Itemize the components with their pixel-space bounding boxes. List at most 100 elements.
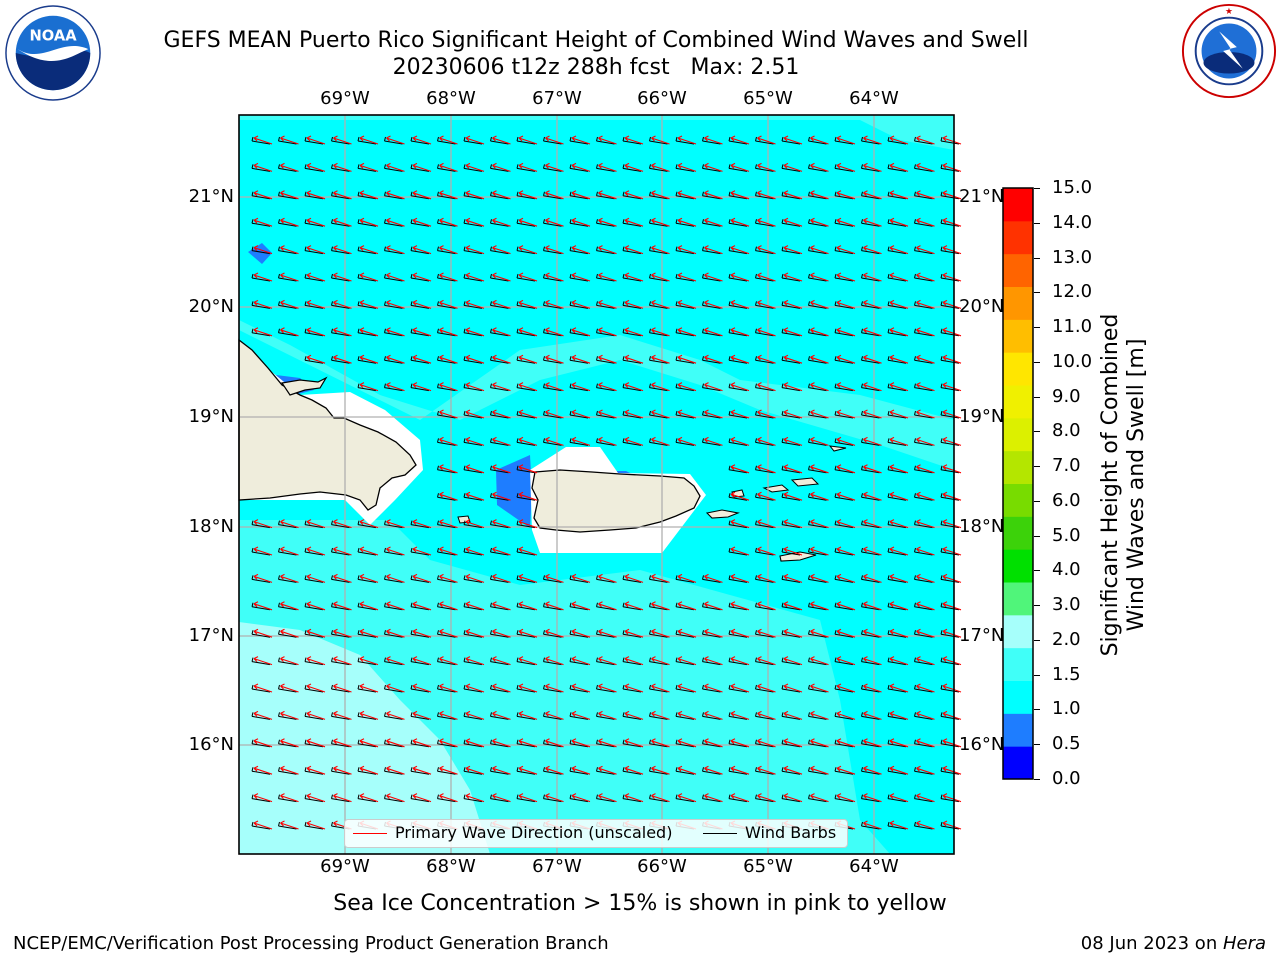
wind-barb bbox=[702, 767, 721, 775]
wave-direction-arrow bbox=[730, 628, 750, 638]
wind-barb bbox=[357, 191, 377, 200]
wave-direction-arrow bbox=[492, 464, 511, 474]
wind-barb bbox=[914, 328, 933, 337]
wave-direction-arrow bbox=[492, 573, 511, 583]
colorbar-tick-mark bbox=[1034, 292, 1040, 294]
wave-direction-arrow bbox=[889, 245, 909, 255]
wave-direction-arrow bbox=[571, 217, 591, 227]
wind-barb bbox=[278, 739, 297, 748]
wave-direction-arrow bbox=[942, 409, 962, 419]
noaa-logo-text: NOAA bbox=[29, 27, 77, 44]
wind-barb bbox=[861, 520, 880, 529]
wave-direction-arrow bbox=[333, 573, 352, 583]
wind-barb bbox=[940, 465, 960, 474]
wind-barb bbox=[437, 630, 456, 638]
wave-direction-arrow bbox=[863, 738, 882, 748]
wave-direction-arrow bbox=[704, 628, 723, 638]
wind-barb bbox=[278, 191, 297, 200]
wave-direction-arrow bbox=[889, 382, 909, 392]
wave-direction-arrow bbox=[810, 409, 829, 419]
wave-direction-arrow bbox=[863, 409, 882, 419]
wave-direction-arrow bbox=[280, 546, 299, 556]
wave-direction-arrow bbox=[942, 162, 962, 172]
wind-barb bbox=[490, 712, 509, 720]
wave-direction-arrow bbox=[386, 683, 405, 693]
wave-direction-arrow bbox=[889, 683, 909, 693]
wave-direction-arrow bbox=[677, 683, 697, 693]
wave-direction-arrow bbox=[386, 382, 405, 392]
wind-barb bbox=[437, 246, 456, 255]
wave-direction-arrow bbox=[386, 354, 405, 364]
wind-barb bbox=[251, 547, 271, 556]
wind-barb bbox=[410, 520, 430, 529]
wind-barb bbox=[384, 602, 403, 611]
wind-barb bbox=[781, 465, 801, 474]
wind-barb bbox=[490, 438, 509, 446]
wind-barb bbox=[755, 575, 774, 583]
wave-direction-arrow bbox=[465, 683, 485, 693]
wave-direction-arrow bbox=[465, 245, 485, 255]
footer-host: Hera bbox=[1222, 933, 1266, 954]
wave-direction-arrow bbox=[624, 162, 644, 172]
wind-barb bbox=[887, 273, 907, 282]
wave-direction-arrow bbox=[306, 162, 326, 172]
wind-barb bbox=[649, 246, 668, 255]
wave-direction-arrow bbox=[624, 382, 644, 392]
wave-direction-arrow bbox=[651, 710, 670, 720]
wind-barb bbox=[569, 575, 589, 583]
wave-direction-arrow bbox=[280, 519, 299, 529]
wave-direction-arrow bbox=[439, 573, 458, 583]
wave-direction-arrow bbox=[571, 601, 591, 611]
wind-barb bbox=[808, 219, 827, 227]
wave-direction-arrow bbox=[624, 190, 644, 200]
wind-barb bbox=[675, 630, 695, 638]
wave-direction-arrow bbox=[280, 683, 299, 693]
wave-direction-arrow bbox=[810, 464, 829, 474]
wind-barb bbox=[384, 520, 403, 529]
wind-barb bbox=[755, 630, 774, 638]
wave-direction-arrow bbox=[942, 135, 962, 145]
wave-direction-arrow bbox=[783, 710, 803, 720]
wave-direction-arrow bbox=[757, 573, 776, 583]
wind-barb bbox=[887, 520, 907, 529]
wave-direction-arrow bbox=[598, 272, 617, 282]
wave-direction-arrow bbox=[465, 628, 485, 638]
wave-direction-arrow bbox=[783, 190, 803, 200]
wave-direction-arrow bbox=[545, 299, 564, 309]
colorbar-tick-mark bbox=[1034, 709, 1040, 711]
wind-barb bbox=[781, 657, 801, 666]
wave-direction-arrow bbox=[836, 382, 856, 392]
wind-barb bbox=[834, 657, 854, 666]
colorbar-segment bbox=[1003, 319, 1033, 353]
wave-direction-arrow bbox=[571, 272, 591, 282]
wave-direction-arrow bbox=[465, 135, 485, 145]
wind-barb bbox=[357, 273, 377, 282]
wave-direction-arrow bbox=[439, 217, 458, 227]
wind-barb bbox=[304, 630, 324, 638]
wave-direction-arrow bbox=[571, 409, 591, 419]
wave-direction-arrow bbox=[306, 519, 326, 529]
wave-direction-arrow bbox=[439, 299, 458, 309]
wind-barb bbox=[675, 301, 695, 309]
wave-direction-arrow bbox=[889, 491, 909, 501]
wave-direction-arrow bbox=[757, 327, 776, 337]
wave-direction-arrow bbox=[412, 299, 432, 309]
wind-barb bbox=[702, 301, 721, 309]
wind-barb bbox=[861, 191, 880, 200]
wind-barb bbox=[384, 164, 403, 172]
wave-direction-arrow bbox=[783, 573, 803, 583]
wave-direction-arrow bbox=[518, 656, 538, 666]
wind-barb bbox=[808, 410, 827, 419]
wind-barb bbox=[569, 684, 589, 693]
wave-direction-arrow bbox=[598, 765, 617, 775]
wind-barb bbox=[516, 767, 536, 775]
wind-barb bbox=[357, 794, 377, 803]
colorbar-tick-label: 8.0 bbox=[1052, 420, 1081, 442]
wind-barb bbox=[914, 821, 933, 830]
wave-direction-arrow bbox=[916, 272, 935, 282]
wind-barb bbox=[755, 219, 774, 227]
wave-direction-arrow bbox=[783, 354, 803, 364]
wave-direction-arrow bbox=[942, 272, 962, 282]
wind-barb bbox=[675, 410, 695, 419]
wind-barb bbox=[251, 191, 271, 200]
